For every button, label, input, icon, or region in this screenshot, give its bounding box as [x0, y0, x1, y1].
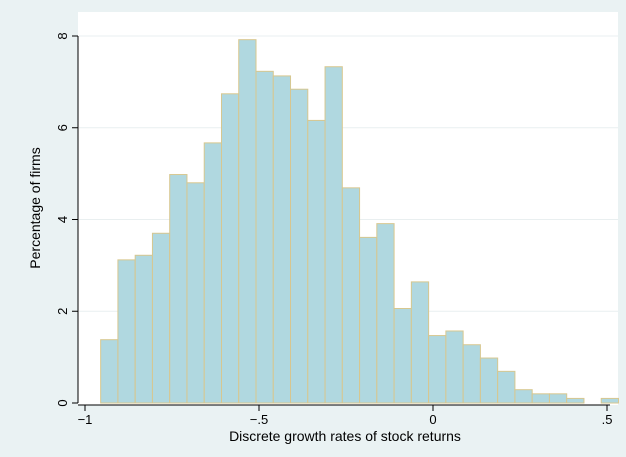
x-tick-label: .5	[602, 412, 613, 427]
histogram-bar	[307, 119, 326, 404]
x-tick-label: 0	[429, 412, 436, 427]
y-tick-label: 8	[55, 32, 70, 39]
histogram-bar	[531, 393, 550, 404]
histogram-bar	[341, 187, 361, 404]
y-axis-title: Percentage of firms	[27, 147, 43, 268]
histogram-bar	[186, 182, 205, 404]
histogram-bar	[272, 75, 292, 404]
histogram-bar	[134, 254, 153, 404]
histogram-bar	[393, 307, 412, 404]
histogram-bar	[203, 142, 222, 404]
histogram-bar	[324, 66, 343, 404]
histogram-bar	[359, 236, 378, 404]
bars	[100, 39, 619, 404]
histogram-bar	[428, 335, 447, 404]
y-tick-label: 0	[55, 399, 70, 406]
histogram-bar	[117, 259, 136, 404]
histogram-bar	[169, 174, 188, 404]
histogram-bar	[410, 281, 430, 404]
histogram-bar	[514, 389, 533, 404]
histogram-bar	[479, 357, 499, 404]
y-tick-label: 6	[55, 124, 70, 131]
histogram-bar	[151, 232, 171, 404]
histogram-bar	[497, 370, 516, 404]
y-tick-label: 2	[55, 308, 70, 315]
histogram-bar	[566, 397, 585, 404]
axes: 0 2 4 6 8 −1 −.5 0 .5	[55, 32, 612, 427]
histogram-bar	[548, 393, 568, 404]
x-tick-label: −1	[78, 412, 93, 427]
histogram-bar	[462, 344, 481, 404]
histogram-bar	[600, 397, 619, 404]
histogram-bar	[376, 223, 395, 404]
y-tick-label: 4	[55, 216, 70, 223]
histogram-bar	[445, 330, 464, 404]
histogram-bar	[220, 93, 240, 404]
histogram-bar	[100, 339, 119, 404]
histogram-bar	[290, 88, 309, 404]
histogram-bar	[255, 70, 274, 404]
x-tick-label: −.5	[250, 412, 268, 427]
histogram-bar	[238, 39, 257, 404]
x-axis-title: Discrete growth rates of stock returns	[229, 428, 461, 444]
